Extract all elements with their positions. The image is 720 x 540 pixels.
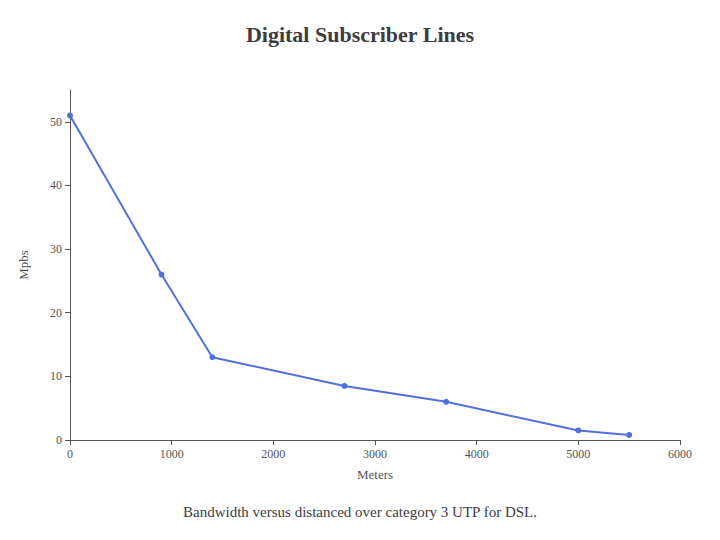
svg-text:1000: 1000	[160, 447, 184, 461]
svg-text:Digital Subscriber Lines: Digital Subscriber Lines	[246, 22, 475, 47]
svg-text:10: 10	[50, 369, 62, 383]
svg-text:2000: 2000	[261, 447, 285, 461]
svg-text:50: 50	[50, 115, 62, 129]
svg-text:20: 20	[50, 306, 62, 320]
svg-text:0: 0	[56, 433, 62, 447]
svg-text:30: 30	[50, 242, 62, 256]
svg-text:Bandwidth versus distanced ove: Bandwidth versus distanced over category…	[183, 504, 537, 520]
svg-text:3000: 3000	[363, 447, 387, 461]
svg-text:0: 0	[67, 447, 73, 461]
svg-text:Mpbs: Mpbs	[16, 250, 31, 280]
svg-text:40: 40	[50, 178, 62, 192]
svg-text:5000: 5000	[566, 447, 590, 461]
svg-text:Meters: Meters	[357, 467, 393, 482]
svg-text:6000: 6000	[668, 447, 692, 461]
svg-text:4000: 4000	[465, 447, 489, 461]
